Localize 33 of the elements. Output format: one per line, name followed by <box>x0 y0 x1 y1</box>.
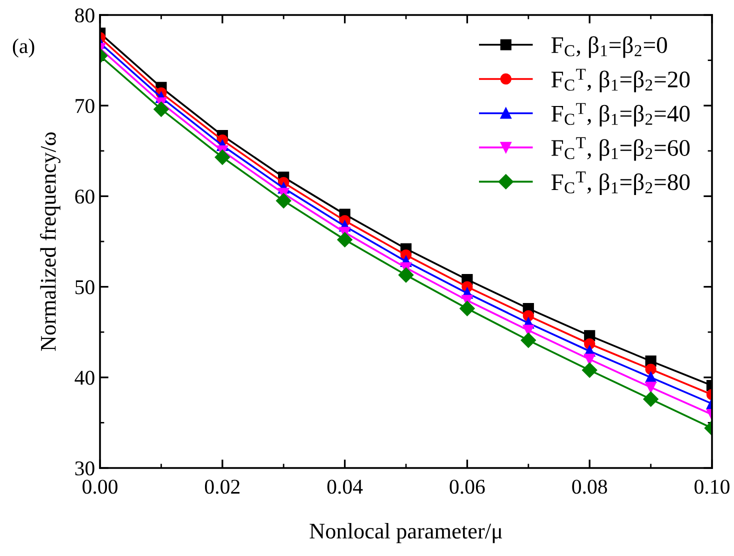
point <box>582 362 598 378</box>
point <box>643 392 658 407</box>
legend-label: F$_{C}$$^{T}$, β$_{1}$=β$_{2}$=80 <box>551 172 690 195</box>
y-tick-label: 40 <box>74 370 94 385</box>
y-tick-label: 50 <box>76 280 94 294</box>
x-tick-label: 0.04 <box>327 480 363 494</box>
point <box>154 102 169 117</box>
x-tick-label: 0.06 <box>450 480 485 494</box>
x-tick-label: 0.10 <box>694 480 730 494</box>
y-tick-label: 70 <box>76 98 94 114</box>
point <box>645 382 656 393</box>
legend-label: F$_{C}$$^{T}$, β$_{1}$=β$_{2}$=60 <box>551 137 690 161</box>
x-tick-label: 0.02 <box>204 480 240 494</box>
text: (a) <box>12 38 34 58</box>
point <box>460 300 475 316</box>
y-axis-title: Normalized frequency/ω <box>40 132 60 351</box>
point <box>337 232 352 248</box>
y-tick-label: 60 <box>75 190 94 204</box>
point <box>520 332 536 348</box>
point <box>584 354 596 365</box>
point <box>645 364 656 375</box>
legend-label: F$_{C}$, β$_{1}$=β$_{2}$=0 <box>551 36 667 58</box>
point <box>214 150 230 165</box>
legend-label: F$_{C}$$^{T}$, β$_{1}$=β$_{2}$=40 <box>551 103 690 127</box>
point <box>398 267 414 283</box>
point <box>276 193 292 208</box>
y-tick-label: 30 <box>75 461 94 476</box>
legend-label: F$_{C}$$^{T}$, β$_{1}$=β$_{2}$=20 <box>551 68 690 92</box>
x-tick-label: 0.08 <box>572 480 608 494</box>
point <box>522 310 534 322</box>
x-axis-title: Nonlocal parameter/μ <box>310 523 502 544</box>
y-tick-label: 80 <box>75 8 94 22</box>
x-tick-label: 0.00 <box>82 480 118 494</box>
